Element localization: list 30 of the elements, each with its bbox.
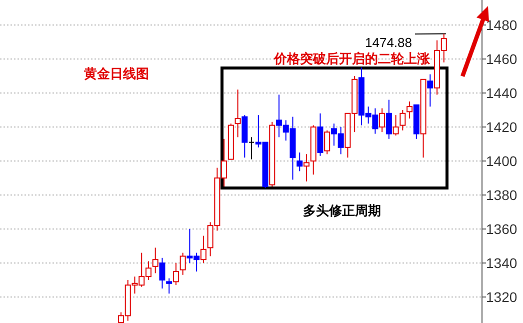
candlestick — [427, 74, 434, 108]
candlestick — [406, 100, 413, 119]
annotation: 1474.88 — [365, 35, 412, 50]
candlestick — [392, 114, 399, 136]
candlestick — [159, 257, 166, 289]
candlestick — [386, 99, 392, 140]
y-tick-label: 1480 — [486, 16, 518, 33]
annotation: 多头修正周期 — [303, 203, 381, 218]
annotation: 价格突破后开启的二轮上涨 — [273, 51, 431, 66]
y-tick-label: 1440 — [486, 84, 518, 101]
y-tick-label: 1460 — [486, 50, 518, 67]
candlestick — [234, 89, 241, 138]
candlestick — [296, 152, 303, 172]
candlestick — [379, 108, 386, 133]
candlestick — [324, 130, 330, 155]
candlestick — [180, 252, 186, 276]
candlestick — [172, 262, 179, 286]
y-tick-label: 1400 — [486, 152, 518, 169]
candlestick — [200, 235, 206, 264]
y-tick-label: 1340 — [486, 254, 518, 271]
candlestick — [248, 136, 255, 160]
y-tick-label: 1360 — [486, 220, 518, 237]
candlestick — [166, 278, 172, 294]
y-tick-label: 1380 — [486, 186, 518, 203]
candlestick — [152, 247, 158, 274]
y-tick-label: 1320 — [486, 288, 518, 305]
candlestick — [303, 154, 310, 182]
annotation: 黄金日线图 — [83, 66, 149, 81]
candlestick — [400, 109, 406, 131]
y-tick-label: 1420 — [486, 118, 518, 135]
